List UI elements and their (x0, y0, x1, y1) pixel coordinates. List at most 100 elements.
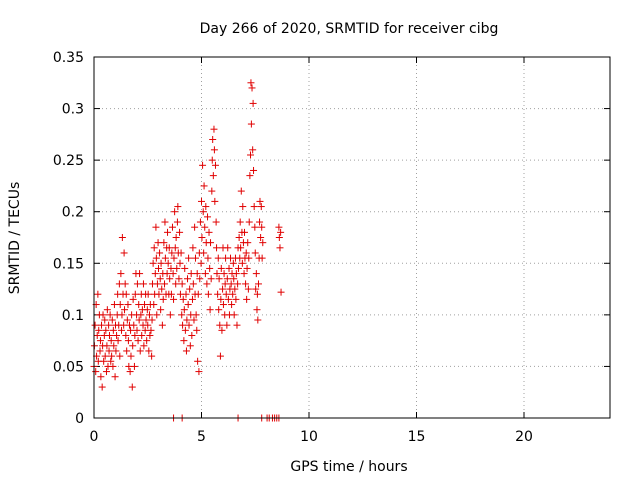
data-point (143, 306, 151, 314)
data-point (250, 203, 258, 211)
data-point (171, 244, 179, 252)
data-point (151, 270, 159, 278)
data-point (177, 249, 185, 257)
data-point (258, 254, 266, 262)
data-points (90, 79, 285, 422)
x-tick-label: 15 (408, 429, 426, 445)
data-point (257, 203, 265, 211)
data-point (248, 84, 256, 92)
data-point (237, 187, 245, 195)
data-point (200, 249, 208, 257)
data-point (98, 321, 106, 329)
data-point (256, 218, 264, 226)
data-point (108, 352, 116, 360)
data-point (168, 223, 176, 231)
data-point (176, 228, 184, 236)
data-point (178, 311, 186, 319)
data-point (202, 203, 210, 211)
data-point (148, 352, 156, 360)
data-point (173, 264, 181, 272)
data-point (180, 306, 188, 314)
data-point (121, 306, 129, 314)
data-point (233, 321, 241, 329)
data-point (111, 373, 119, 381)
data-point (241, 228, 248, 236)
data-point (181, 264, 189, 272)
data-point (217, 295, 225, 303)
data-point (206, 264, 214, 272)
data-point (239, 203, 247, 211)
data-point (216, 321, 224, 329)
data-point (118, 326, 126, 334)
data-point (207, 275, 215, 283)
data-point (172, 280, 180, 288)
data-point (148, 316, 156, 324)
data-point (217, 264, 225, 272)
data-point (242, 280, 250, 288)
data-point (102, 368, 110, 376)
data-point (105, 321, 113, 329)
data-point (229, 290, 237, 298)
y-tick-label: 0.05 (53, 359, 84, 375)
data-point (216, 352, 224, 360)
data-point (208, 156, 216, 164)
data-point (253, 306, 261, 314)
y-tick-label: 0.35 (53, 50, 84, 66)
data-point (145, 347, 153, 355)
x-tick-labels: 0 5 10 15 20 (90, 429, 533, 445)
data-point (161, 280, 169, 288)
data-point (103, 306, 111, 314)
data-point (207, 239, 215, 247)
data-point (147, 326, 155, 334)
data-point (218, 326, 226, 334)
data-point (107, 337, 115, 345)
data-point (182, 290, 190, 298)
data-point (157, 259, 165, 267)
data-point (117, 270, 125, 278)
data-point (211, 197, 219, 205)
data-point (185, 321, 193, 329)
data-point (164, 259, 172, 267)
data-point (249, 146, 257, 154)
data-point (146, 331, 154, 339)
data-point (152, 254, 160, 262)
y-tick-label: 0.3 (62, 102, 84, 118)
data-point (165, 244, 173, 252)
data-point (230, 275, 238, 283)
data-point (129, 342, 137, 350)
data-point (189, 280, 197, 288)
data-point (123, 316, 131, 324)
data-point (254, 316, 262, 324)
data-point (92, 368, 100, 376)
data-point (200, 182, 208, 190)
data-point (243, 295, 251, 303)
data-point (230, 311, 238, 319)
data-point (185, 254, 193, 262)
data-point (101, 352, 109, 360)
data-point (213, 244, 221, 252)
data-point (106, 311, 114, 319)
data-point (150, 244, 158, 252)
data-point (103, 342, 111, 350)
x-tick-label: 0 (90, 429, 99, 445)
data-point (234, 264, 242, 272)
data-point (166, 311, 174, 319)
data-point (167, 290, 175, 298)
data-point (258, 223, 266, 231)
data-point (259, 239, 267, 247)
data-point (95, 326, 103, 334)
data-point (210, 146, 218, 154)
data-point (114, 337, 122, 345)
data-point (129, 295, 137, 303)
data-point (179, 295, 187, 303)
data-point (188, 295, 196, 303)
data-point (140, 342, 148, 350)
data-point (96, 347, 104, 355)
data-point (100, 357, 108, 365)
data-point (275, 234, 283, 241)
data-point (205, 228, 213, 236)
y-tick-label: 0 (75, 411, 84, 427)
data-point (219, 301, 227, 309)
data-point (214, 254, 222, 262)
